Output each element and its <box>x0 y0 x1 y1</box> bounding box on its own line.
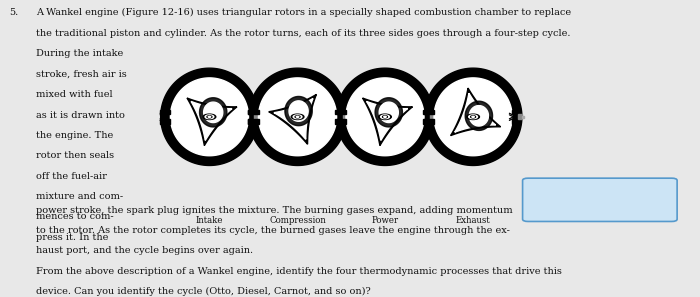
Polygon shape <box>336 68 434 165</box>
Polygon shape <box>191 102 232 140</box>
Circle shape <box>296 116 299 117</box>
Text: 5.: 5. <box>10 8 19 17</box>
Bar <box>424 110 434 114</box>
Bar <box>335 119 346 124</box>
Polygon shape <box>469 105 489 126</box>
Circle shape <box>207 116 212 118</box>
Polygon shape <box>424 68 522 165</box>
Text: mences to com-: mences to com- <box>36 212 113 221</box>
Text: power stroke, the spark plug ignites the mixture. The burning gases expand, addi: power stroke, the spark plug ignites the… <box>36 206 512 215</box>
Bar <box>342 114 346 119</box>
Bar <box>512 110 518 114</box>
Text: Problem 12-5: Problem 12-5 <box>558 203 642 214</box>
Bar <box>335 110 346 114</box>
Polygon shape <box>466 101 493 130</box>
Polygon shape <box>199 98 227 127</box>
Text: mixed with fuel: mixed with fuel <box>36 90 113 99</box>
Polygon shape <box>289 101 308 121</box>
Text: to the rotor. As the rotor completes its cycle, the burned gases leave the engin: to the rotor. As the rotor completes its… <box>36 226 510 235</box>
Circle shape <box>379 114 391 119</box>
Circle shape <box>208 116 211 117</box>
Bar <box>248 119 254 124</box>
Polygon shape <box>248 68 346 165</box>
Text: device. Can you identify the cycle (Otto, Diesel, Carnot, and so on)?: device. Can you identify the cycle (Otto… <box>36 287 371 296</box>
Circle shape <box>384 116 386 117</box>
Polygon shape <box>170 78 248 156</box>
Polygon shape <box>161 68 258 165</box>
Circle shape <box>295 116 300 118</box>
Bar <box>512 119 518 124</box>
Circle shape <box>381 115 389 119</box>
Polygon shape <box>285 97 312 126</box>
Bar <box>424 119 434 124</box>
Polygon shape <box>367 102 407 140</box>
Bar <box>258 116 260 118</box>
FancyBboxPatch shape <box>523 178 677 222</box>
Polygon shape <box>379 102 398 123</box>
Polygon shape <box>187 98 237 146</box>
Circle shape <box>383 116 387 118</box>
Bar <box>522 116 524 118</box>
Bar <box>430 114 434 119</box>
Polygon shape <box>346 78 424 156</box>
Text: Power: Power <box>372 216 398 225</box>
Polygon shape <box>363 98 412 146</box>
Circle shape <box>467 114 480 119</box>
Text: From the above description of a Wankel engine, identify the four thermodynamic p: From the above description of a Wankel e… <box>36 267 562 276</box>
Polygon shape <box>274 99 313 139</box>
Bar <box>248 110 254 114</box>
Circle shape <box>470 116 475 118</box>
Polygon shape <box>455 93 496 132</box>
Bar <box>254 114 258 119</box>
Bar <box>346 116 349 118</box>
Polygon shape <box>434 78 512 156</box>
Circle shape <box>293 115 302 119</box>
Bar <box>424 110 430 114</box>
Circle shape <box>469 115 477 119</box>
Text: off the fuel-air: off the fuel-air <box>36 172 107 181</box>
Text: rotor then seals: rotor then seals <box>36 151 114 160</box>
Circle shape <box>291 114 304 119</box>
Text: A Wankel engine (Figure 12-16) uses triangular rotors in a specially shaped comb: A Wankel engine (Figure 12-16) uses tria… <box>36 8 571 17</box>
Bar <box>160 119 170 124</box>
Circle shape <box>203 114 216 119</box>
Text: Exhaust: Exhaust <box>456 216 491 225</box>
Bar <box>160 110 170 114</box>
Bar <box>434 116 436 118</box>
Text: Intake: Intake <box>196 216 223 225</box>
Bar <box>337 119 342 124</box>
Bar <box>518 114 522 119</box>
Polygon shape <box>375 98 402 127</box>
Text: haust port, and the cycle begins over again.: haust port, and the cycle begins over ag… <box>36 247 253 255</box>
Text: Figure 12-16: Figure 12-16 <box>560 187 640 198</box>
Text: During the intake: During the intake <box>36 49 123 59</box>
Polygon shape <box>258 78 337 156</box>
Circle shape <box>205 115 214 119</box>
Bar <box>248 110 258 114</box>
Bar <box>248 119 258 124</box>
Text: Compression: Compression <box>270 216 326 225</box>
Text: the engine. The: the engine. The <box>36 131 113 140</box>
Polygon shape <box>269 94 316 144</box>
Text: stroke, fresh air is: stroke, fresh air is <box>36 70 127 79</box>
Polygon shape <box>204 102 223 123</box>
Text: as it is drawn into: as it is drawn into <box>36 110 125 119</box>
Polygon shape <box>451 88 500 135</box>
Text: press it. In the: press it. In the <box>36 233 108 242</box>
Circle shape <box>472 116 475 117</box>
Text: mixture and com-: mixture and com- <box>36 192 123 201</box>
Bar <box>337 110 342 114</box>
Bar <box>424 119 430 124</box>
Text: the traditional piston and cylinder. As the rotor turns, each of its three sides: the traditional piston and cylinder. As … <box>36 29 570 38</box>
